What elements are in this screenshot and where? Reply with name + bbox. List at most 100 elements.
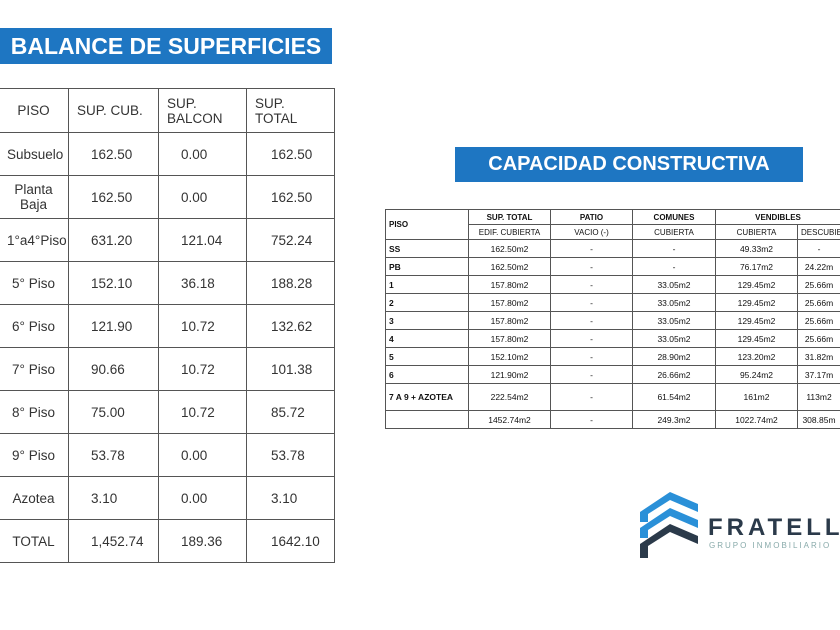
table-cell: - (632, 257, 716, 276)
table-cell: 121.04 (158, 218, 247, 262)
table-cell: 25.66m (796, 329, 840, 348)
table-cell: 162.50 (68, 132, 159, 176)
table-cell: PISO (385, 209, 469, 240)
table-row: SS 162.50m2- -49.33m2- (385, 239, 840, 258)
table-cell: 36.18 (158, 261, 247, 305)
table-cell: 162.50m2 (468, 257, 551, 276)
table-cell: 6° Piso (0, 304, 69, 348)
capacidad-title: CAPACIDAD CONSTRUCTIVA (455, 147, 803, 182)
table-row: Azotea 3.10 0.00 3.10 (0, 476, 335, 520)
table-cell: - (550, 275, 633, 294)
table-cell: 9° Piso (0, 433, 69, 477)
balance-table: PISO SUP. CUB. SUP. BALCON SUP. TOTAL Subsue… (0, 88, 335, 563)
table-cell: 90.66 (68, 347, 159, 391)
table-cell: 162.50m2 (468, 239, 551, 258)
table-cell: - (550, 293, 633, 312)
table-cell: 113m2 (796, 383, 840, 411)
table-cell: 129.45m2 (715, 311, 798, 330)
table-cell: 1642.10 (246, 519, 335, 563)
table-cell: 161m2 (715, 383, 798, 411)
table-cell: SUP. TOTAL (468, 209, 551, 225)
table-cell: 1,452.74 (68, 519, 159, 563)
table-cell: 25.66m (796, 275, 840, 294)
table-row: 1452.74m2-249.3m2 1022.74m2 308.85m (385, 410, 840, 429)
table-cell: 121.90 (68, 304, 159, 348)
table-row: 5 152.10m2-28.90m2 123.20m2 31.82m (385, 347, 840, 366)
table-cell: 5 (385, 347, 469, 366)
table-row: 7 A 9 + AZOTEA 222.54m2-61.54m2 161m2 113m2 (385, 383, 840, 411)
table-cell: SS (385, 239, 469, 258)
table-cell: 101.38 (246, 347, 335, 391)
table-cell: 10.72 (158, 304, 247, 348)
logo-icon (640, 492, 698, 558)
table-cell: 157.80m2 (468, 311, 551, 330)
table-cell: 6 (385, 365, 469, 384)
table-cell: 3.10 (246, 476, 335, 520)
table-cell: - (550, 311, 633, 330)
table-cell: 5° Piso (0, 261, 69, 305)
table-cell: - (550, 410, 633, 429)
table-cell: 123.20m2 (715, 347, 798, 366)
table-cell: 752.24 (246, 218, 335, 262)
table-cell: 28.90m2 (632, 347, 716, 366)
table-cell: 95.24m2 (715, 365, 798, 384)
table-row: Planta Baja 162.50 0.00 162.50 (0, 175, 335, 219)
table-cell: 0.00 (158, 175, 247, 219)
table-row: 9° Piso 53.78 0.00 53.78 (0, 433, 335, 477)
table-cell: COMUNES (632, 209, 716, 225)
table-cell: 37.17m (796, 365, 840, 384)
table-cell: VACIO (-) (550, 224, 633, 240)
table-cell: CUBIERTA (632, 224, 716, 240)
table-row: 4 157.80m2-33.05m2 129.45m2 25.66m (385, 329, 840, 348)
table-cell: 33.05m2 (632, 293, 716, 312)
table-cell: 4 (385, 329, 469, 348)
table-row: PB 162.50m2- -76.17m2 24.22m (385, 257, 840, 276)
table-cell: Azotea (0, 476, 69, 520)
table-cell: EDIF. CUBIERTA (468, 224, 551, 240)
table-cell: 25.66m (796, 293, 840, 312)
table-row: 5° Piso 152.10 36.18 188.28 (0, 261, 335, 305)
capacidad-table: PISO SUP. TOTAL PATIO COMUNES VENDIBLES EDIF.… (385, 209, 840, 429)
table-cell: 222.54m2 (468, 383, 551, 411)
table-cell: 162.50 (246, 132, 335, 176)
table-cell: 10.72 (158, 390, 247, 434)
table-cell: 1452.74m2 (468, 410, 551, 429)
table-cell: 85.72 (246, 390, 335, 434)
table-cell: 3 (385, 311, 469, 330)
table-row: 8° Piso 75.00 10.72 85.72 (0, 390, 335, 434)
table-cell: 3.10 (68, 476, 159, 520)
table-cell: - (632, 239, 716, 258)
table-cell: 7 A 9 + AZOTEA (385, 383, 469, 411)
table-cell: - (550, 239, 633, 258)
table-row: 1°a4°Piso 631.20 121.04 752.24 (0, 218, 335, 262)
table-cell: 24.22m (796, 257, 840, 276)
table-cell: 0.00 (158, 476, 247, 520)
table-cell: 157.80m2 (468, 329, 551, 348)
table-cell: 308.85m (796, 410, 840, 429)
table-cell: SUP. CUB. (68, 88, 159, 133)
table-cell: 53.78 (68, 433, 159, 477)
table-cell: 33.05m2 (632, 311, 716, 330)
table-cell: 162.50 (246, 175, 335, 219)
table-row: Subsuelo 162.50 0.00 162.50 (0, 132, 335, 176)
table-row: 3 157.80m2-33.05m2 129.45m2 25.66m (385, 311, 840, 330)
table-cell: 8° Piso (0, 390, 69, 434)
table-cell: 129.45m2 (715, 329, 798, 348)
table-cell: - (550, 365, 633, 384)
table-cell: - (550, 383, 633, 411)
logo-tagline: GRUPO INMOBILIARIO (709, 541, 832, 550)
table-cell: 152.10 (68, 261, 159, 305)
logo-name: FRATELLI (708, 514, 840, 541)
balance-title: BALANCE DE SUPERFICIES (0, 28, 332, 64)
table-cell: CUBIERTA (715, 224, 798, 240)
table-row: 6° Piso 121.90 10.72 132.62 (0, 304, 335, 348)
table-cell: 53.78 (246, 433, 335, 477)
table-cell: 132.62 (246, 304, 335, 348)
table-cell: 129.45m2 (715, 275, 798, 294)
table-cell: 10.72 (158, 347, 247, 391)
table-cell: 1022.74m2 (715, 410, 798, 429)
table-cell: 25.66m (796, 311, 840, 330)
capacidad-wrap: PISO SUP. TOTAL PATIO COMUNES VENDIBLES EDIF.… (385, 209, 840, 439)
table-cell: 61.54m2 (632, 383, 716, 411)
